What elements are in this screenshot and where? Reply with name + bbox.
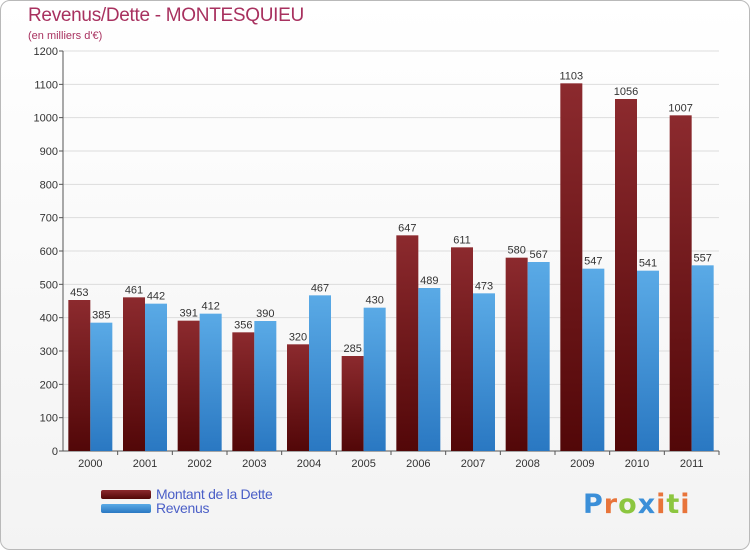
bar-revenus	[254, 321, 277, 451]
logo-letter: i	[680, 489, 691, 520]
legend-label-revenus: Revenus	[156, 500, 210, 516]
data-label-revenus: 567	[529, 249, 547, 261]
y-tick-label: 1100	[34, 79, 58, 91]
bar-dette	[396, 235, 419, 451]
proxiti-logo: Proxiti	[583, 489, 691, 520]
data-label-dette: 391	[179, 308, 197, 320]
x-tick-label: 2006	[406, 458, 430, 470]
bar-dette	[232, 332, 255, 451]
bar-dette	[177, 320, 200, 451]
data-label-revenus: 430	[365, 295, 383, 307]
data-label-dette: 320	[289, 331, 307, 343]
bar-dette	[560, 83, 583, 451]
y-tick-label: 700	[40, 213, 58, 225]
data-label-dette: 611	[453, 234, 471, 246]
x-tick-label: 2003	[242, 458, 266, 470]
chart-subtitle: (en milliers d'€)	[28, 30, 103, 42]
bar-dette	[669, 115, 692, 451]
x-tick-label: 2005	[351, 458, 375, 470]
legend-swatch-revenus	[101, 504, 151, 513]
y-tick-label: 400	[40, 313, 58, 325]
x-tick-label: 2009	[570, 458, 594, 470]
bar-dette	[341, 356, 364, 451]
data-label-revenus: 385	[92, 310, 110, 322]
logo-letter: i	[656, 489, 667, 520]
data-label-dette: 285	[343, 343, 361, 355]
data-label-revenus: 442	[147, 291, 165, 303]
data-label-dette: 1103	[560, 70, 584, 82]
bar-revenus	[473, 293, 495, 451]
bar-revenus	[582, 268, 605, 451]
data-label-dette: 647	[398, 222, 416, 234]
bar-revenus	[527, 262, 550, 451]
data-label-revenus: 412	[201, 301, 219, 313]
bar-revenus	[90, 322, 113, 451]
data-label-revenus: 390	[256, 308, 274, 320]
y-tick-label: 800	[40, 179, 58, 191]
y-tick-label: 300	[40, 346, 58, 358]
data-label-dette: 453	[70, 287, 88, 299]
logo-letter: P	[583, 489, 604, 520]
grid-lines	[63, 50, 719, 452]
bar-revenus	[637, 270, 659, 451]
data-label-revenus: 473	[475, 280, 493, 292]
labels: 453 385 461 442 391 412 356 390 320 467 285 430 647 4…	[70, 70, 712, 355]
bar-dette	[287, 344, 309, 451]
y-tick-label: 1200	[34, 46, 58, 58]
data-label-dette: 1056	[614, 86, 638, 98]
bar-dette	[123, 297, 145, 451]
x-tick-label: 2008	[515, 458, 539, 470]
logo-letter: o	[618, 489, 638, 520]
x-tick-label: 2010	[625, 458, 649, 470]
bar-revenus	[199, 313, 222, 451]
x-tick-label: 2007	[461, 458, 485, 470]
legend-label-dette: Montant de la Dette	[156, 486, 273, 502]
logo-letter: x	[637, 489, 657, 520]
y-tick-label: 200	[40, 379, 58, 391]
data-label-dette: 356	[234, 319, 252, 331]
logo-letter: t	[666, 489, 681, 520]
bar-revenus	[309, 295, 331, 451]
bar-revenus	[363, 307, 386, 451]
y-tick-label: 900	[40, 146, 58, 158]
data-label-revenus: 489	[420, 275, 438, 287]
y-tick-label: 0	[52, 446, 58, 458]
legend-swatch-dette	[101, 490, 151, 499]
bar-dette	[505, 257, 528, 451]
bars	[68, 83, 714, 451]
data-label-revenus: 557	[693, 252, 711, 264]
data-label-revenus: 547	[584, 256, 602, 268]
bar-dette	[68, 300, 91, 451]
data-label-dette: 1007	[668, 102, 692, 114]
bar-revenus	[145, 303, 167, 451]
x-tick-label: 2004	[297, 458, 321, 470]
data-label-revenus: 467	[311, 282, 329, 294]
y-tick-label: 600	[40, 246, 58, 258]
data-label-dette: 461	[125, 284, 143, 296]
axes: 0 100 200 300 400 500 600 700 800 900 1000 1100 1200…	[34, 46, 720, 470]
x-tick-label: 2001	[133, 458, 157, 470]
y-tick-label: 1000	[34, 113, 58, 125]
chart-title: Revenus/Dette - MONTESQUIEU	[28, 5, 304, 26]
bar-dette	[615, 99, 637, 451]
x-tick-label: 2002	[187, 458, 211, 470]
logo-letter: r	[603, 489, 619, 520]
bar-dette	[451, 247, 473, 451]
y-tick-label: 500	[40, 279, 58, 291]
data-label-revenus: 541	[639, 258, 657, 270]
x-tick-label: 2000	[78, 458, 102, 470]
bar-revenus	[418, 288, 441, 451]
y-tick-label: 100	[40, 413, 58, 425]
x-tick-label: 2011	[680, 458, 704, 470]
bar-revenus	[691, 265, 714, 451]
data-label-dette: 580	[507, 245, 525, 257]
